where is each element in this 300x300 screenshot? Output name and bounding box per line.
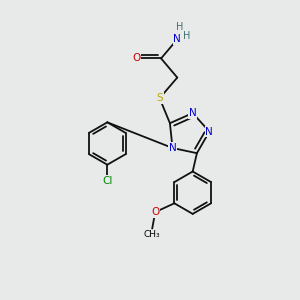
Text: H: H bbox=[176, 22, 183, 32]
Text: O: O bbox=[151, 207, 159, 217]
Text: H: H bbox=[183, 31, 190, 41]
Text: N: N bbox=[206, 127, 213, 136]
Text: CH₃: CH₃ bbox=[144, 230, 160, 239]
Text: N: N bbox=[169, 143, 176, 153]
Text: S: S bbox=[156, 93, 163, 103]
Text: O: O bbox=[132, 53, 140, 63]
Text: Cl: Cl bbox=[102, 176, 112, 186]
Text: N: N bbox=[173, 34, 181, 44]
Text: N: N bbox=[189, 108, 196, 118]
